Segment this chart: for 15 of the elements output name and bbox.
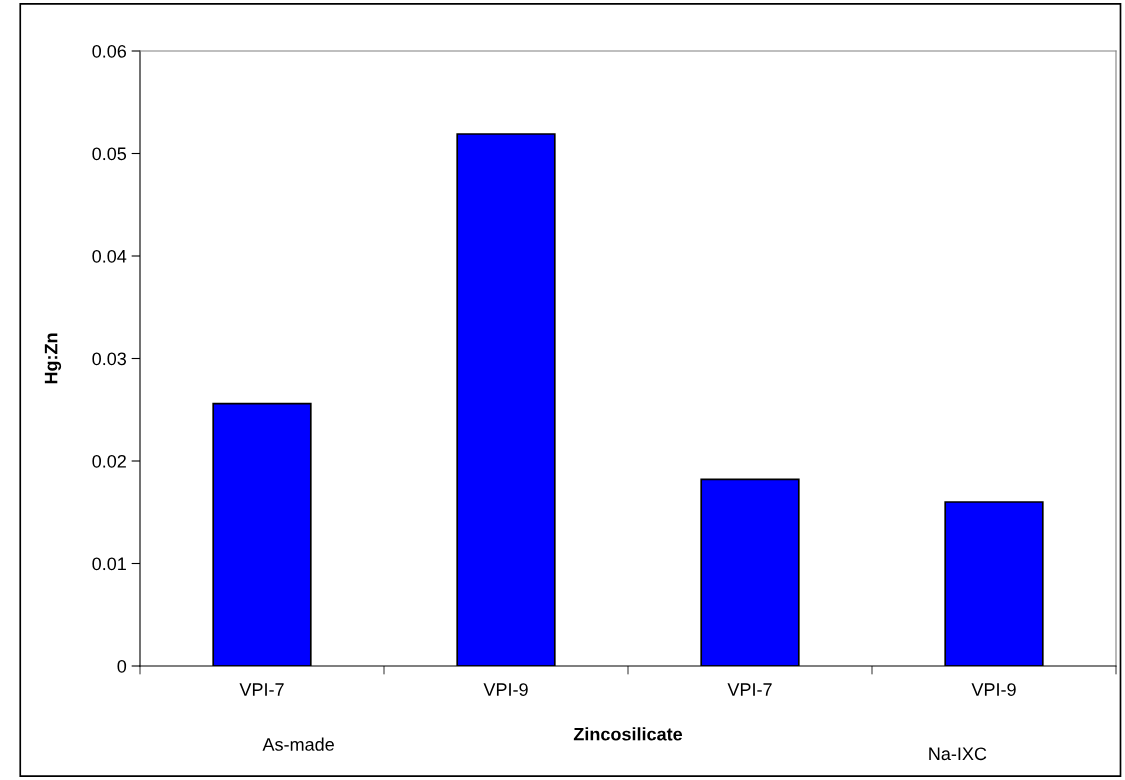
y-tick-label: 0.05 (92, 147, 127, 161)
x-tick-label: VPI-7 (239, 683, 284, 696)
y-tick-label: 0.04 (92, 249, 127, 263)
y-tick-label: 0 (117, 659, 127, 673)
y-tick-label: 0.03 (92, 352, 127, 366)
y-tick-label: 0.02 (92, 454, 126, 468)
x-tick-label: VPI-9 (483, 683, 528, 696)
text: Na-IXC (929, 747, 987, 761)
y-tick-label: 0.01 (92, 557, 126, 571)
x-axis-title: Zincosilicate (573, 727, 683, 741)
y-axis-title: Hg:Zn (44, 333, 62, 384)
x-tick-label: VPI-9 (971, 683, 1016, 696)
text: As-made (262, 737, 334, 751)
x-tick-label: VPI-7 (727, 683, 772, 696)
y-tick-label: 0.06 (92, 44, 127, 58)
